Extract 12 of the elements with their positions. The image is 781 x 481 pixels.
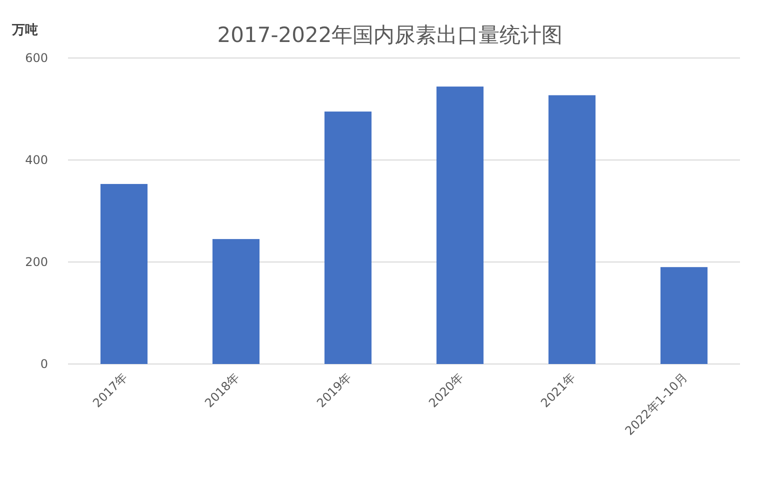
- chart-title: 2017-2022年国内尿素出口量统计图: [217, 23, 563, 47]
- y-tick-label: 200: [25, 255, 48, 269]
- bar: [548, 95, 596, 364]
- y-tick-label: 0: [40, 357, 48, 371]
- bar: [660, 267, 708, 364]
- bar: [100, 184, 148, 364]
- y-tick-label: 600: [25, 51, 48, 65]
- y-axis-title: 万吨: [11, 23, 38, 38]
- bar: [324, 112, 372, 364]
- bar: [436, 86, 484, 364]
- bar: [212, 239, 260, 364]
- y-tick-label: 400: [25, 153, 48, 167]
